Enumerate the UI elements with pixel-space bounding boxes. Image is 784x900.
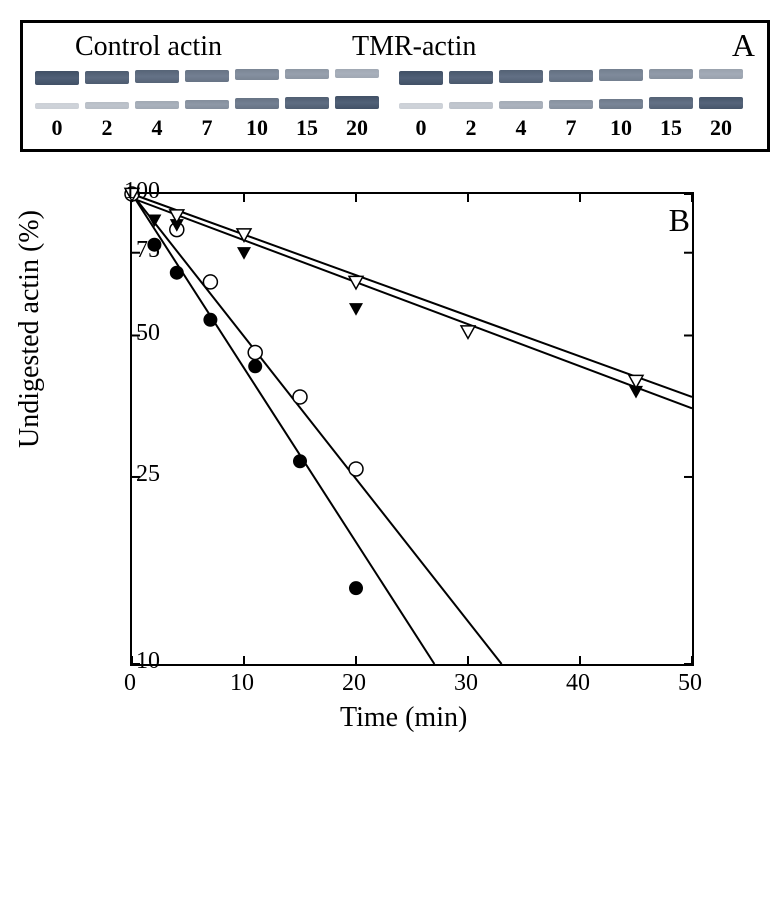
xtick-label: 30 (446, 670, 486, 697)
marker-tmr-g (293, 390, 307, 404)
marker-tmr-f (349, 276, 363, 289)
gel-lane (699, 67, 743, 111)
gel-headers: Control actin TMR-actin (35, 31, 755, 63)
gel-lane (499, 68, 543, 111)
gel-lane (235, 67, 279, 111)
lane-time-label: 10 (599, 115, 643, 141)
gel-lane (599, 67, 643, 111)
gel-lane (335, 67, 379, 111)
marker-tmr-f (461, 326, 475, 339)
xtick-label: 20 (334, 670, 374, 697)
ytick-label: 75 (110, 237, 160, 264)
fit-line-tmr-f (132, 194, 692, 397)
ytick-label: 100 (110, 178, 160, 205)
lane-time-label: 7 (549, 115, 593, 141)
lane-time-label: 7 (185, 115, 229, 141)
marker-control-g (349, 581, 363, 595)
lane-time-label: 2 (449, 115, 493, 141)
gel-lane (285, 67, 329, 111)
y-axis-label: Undigested actin (%) (14, 210, 46, 448)
gel-lane (135, 68, 179, 111)
lane-time-label: 15 (285, 115, 329, 141)
panel-a: A Control actin TMR-actin 02471015200247… (20, 20, 770, 152)
marker-tmr-g (248, 346, 262, 360)
marker-control-g (170, 266, 184, 280)
marker-control-g (203, 313, 217, 327)
lane-time-label: 4 (499, 115, 543, 141)
xtick-label: 0 (110, 670, 150, 697)
panel-b: B Undigested actin (%) Time (min) 102550… (20, 182, 740, 742)
marker-tmr-f (237, 229, 251, 242)
lane-time-label: 15 (649, 115, 693, 141)
header-control: Control actin (75, 31, 222, 63)
lane-time-label: 10 (235, 115, 279, 141)
lane-time-label: 4 (135, 115, 179, 141)
xtick-label: 10 (222, 670, 262, 697)
marker-control-g (248, 359, 262, 373)
lane-time-label: 0 (35, 115, 79, 141)
lane-time-label: 0 (399, 115, 443, 141)
header-tmr: TMR-actin (352, 31, 476, 63)
lane-time-label: 2 (85, 115, 129, 141)
marker-control-f (237, 247, 251, 260)
xtick-label: 50 (670, 670, 710, 697)
gel-lanes (35, 67, 755, 111)
fit-line-control-f (132, 198, 692, 408)
panel-a-label: A (732, 27, 755, 64)
marker-tmr-g (349, 462, 363, 476)
lane-time-label: 20 (699, 115, 743, 141)
gel-lane (649, 67, 693, 111)
gel-lane (399, 69, 443, 111)
marker-control-f (349, 303, 363, 316)
gel-lane (549, 68, 593, 111)
xtick-label: 40 (558, 670, 598, 697)
gel-lane (449, 69, 493, 111)
marker-tmr-g (203, 275, 217, 289)
gel-lane (85, 69, 129, 111)
fit-line-tmr-g (132, 194, 502, 664)
gel-lane (35, 69, 79, 111)
plot-svg (132, 194, 692, 664)
x-axis-label: Time (min) (340, 702, 467, 734)
lane-time-label: 20 (335, 115, 379, 141)
ytick-label: 50 (110, 320, 160, 347)
fit-line-control-g (132, 194, 434, 664)
ytick-label: 25 (110, 461, 160, 488)
marker-control-g (293, 454, 307, 468)
lane-time-labels: 02471015200247101520 (35, 115, 755, 141)
chart-area (130, 192, 694, 666)
gel-lane (185, 68, 229, 111)
